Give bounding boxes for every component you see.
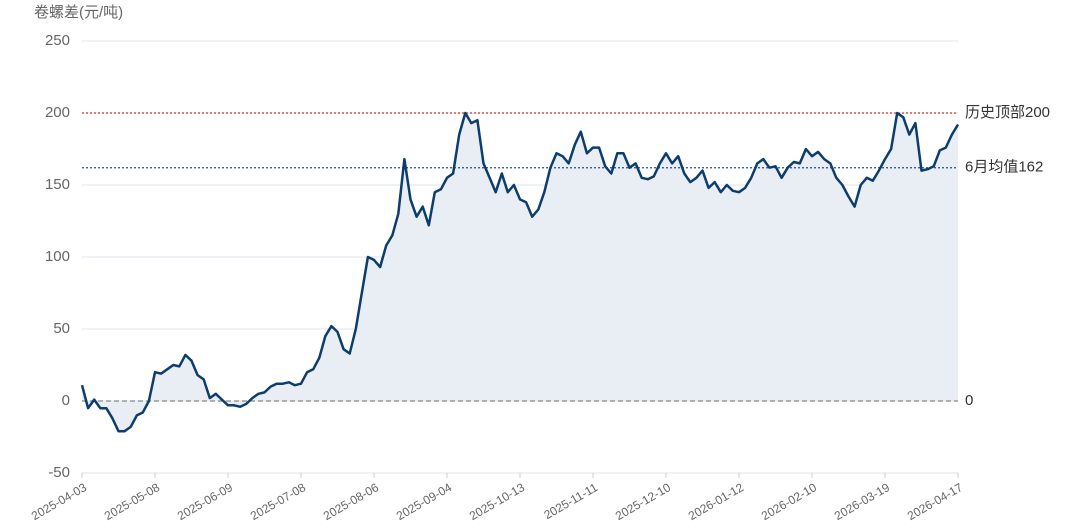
- y-tick-label: 50: [53, 320, 70, 337]
- y-axis-label: 卷螺差(元/吨): [34, 4, 123, 21]
- x-tick-label: 2026-04-17: [905, 480, 965, 523]
- y-tick-label: -50: [48, 464, 70, 481]
- x-tick-label: 2025-11-11: [541, 480, 600, 522]
- x-tick-label: 2026-02-10: [759, 480, 819, 523]
- y-tick-label: 100: [45, 248, 70, 265]
- x-tick-label: 2025-08-06: [321, 480, 381, 523]
- x-tick-label: 2026-01-12: [686, 480, 746, 523]
- y-tick-label: 200: [45, 104, 70, 121]
- x-tick-label: 2025-12-10: [613, 480, 673, 523]
- line: [80, 111, 960, 433]
- x-tick-label: 2025-04-03: [29, 480, 89, 523]
- reference-label: 6月均值162: [965, 159, 1043, 176]
- y-tick-label: 0: [62, 392, 70, 409]
- x-tick-label: 2025-09-04: [394, 480, 454, 523]
- x-tick-label: 2025-07-08: [248, 480, 308, 523]
- reference-label: 0: [965, 392, 973, 409]
- y-tick-label: 150: [45, 176, 70, 193]
- y-tick-label: 250: [45, 32, 70, 49]
- x-tick-label: 2026-03-19: [832, 480, 892, 523]
- x-tick-label: 2025-05-08: [102, 480, 162, 523]
- reference-label: 历史顶部200: [965, 104, 1050, 121]
- x-tick-label: 2025-10-13: [467, 480, 527, 523]
- x-tick-label: 2025-06-09: [175, 480, 235, 523]
